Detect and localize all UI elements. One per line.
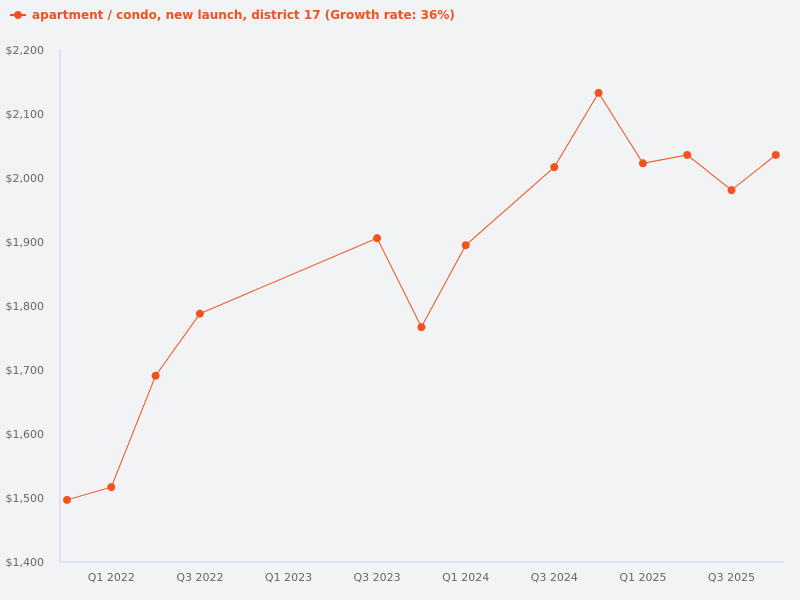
data-point[interactable]: [373, 234, 381, 242]
data-point[interactable]: [63, 496, 71, 504]
data-point[interactable]: [107, 483, 115, 491]
x-axis: Q1 2022 Q3 2022 Q1 2023 Q3 2023 Q1 2024 Q3 20…: [60, 562, 784, 584]
data-point[interactable]: [196, 310, 204, 318]
y-tick-label: $2,100: [6, 108, 45, 121]
data-point[interactable]: [639, 159, 647, 167]
x-tick-label: Q1 2022: [88, 571, 135, 584]
y-tick-label: $2,000: [6, 172, 45, 185]
y-tick-label: $1,700: [6, 364, 45, 377]
data-point[interactable]: [417, 323, 425, 331]
data-point[interactable]: [152, 372, 160, 380]
data-point[interactable]: [683, 151, 691, 159]
y-tick-label: $1,800: [6, 300, 45, 313]
series-line: [67, 93, 776, 500]
x-tick-label: Q1 2025: [619, 571, 666, 584]
data-point[interactable]: [550, 163, 558, 171]
y-tick-label: $2,200: [6, 44, 45, 57]
data-series: [63, 89, 780, 504]
data-point[interactable]: [728, 186, 736, 194]
x-tick-label: Q3 2024: [531, 571, 578, 584]
y-axis: $1,400 $1,500 $1,600 $1,700 $1,800 $1,900 $2,0…: [6, 44, 61, 569]
data-point[interactable]: [462, 241, 470, 249]
y-tick-label: $1,400: [6, 556, 45, 569]
data-point[interactable]: [595, 89, 603, 97]
x-tick-label: Q1 2023: [265, 571, 312, 584]
line-chart: $1,400 $1,500 $1,600 $1,700 $1,800 $1,900 $2,0…: [0, 0, 800, 600]
y-tick-label: $1,900: [6, 236, 45, 249]
x-tick-label: Q3 2023: [354, 571, 401, 584]
x-tick-label: Q1 2024: [442, 571, 489, 584]
y-tick-label: $1,600: [6, 428, 45, 441]
data-point[interactable]: [772, 151, 780, 159]
y-tick-label: $1,500: [6, 492, 45, 505]
x-tick-label: Q3 2025: [708, 571, 755, 584]
x-tick-label: Q3 2022: [176, 571, 223, 584]
